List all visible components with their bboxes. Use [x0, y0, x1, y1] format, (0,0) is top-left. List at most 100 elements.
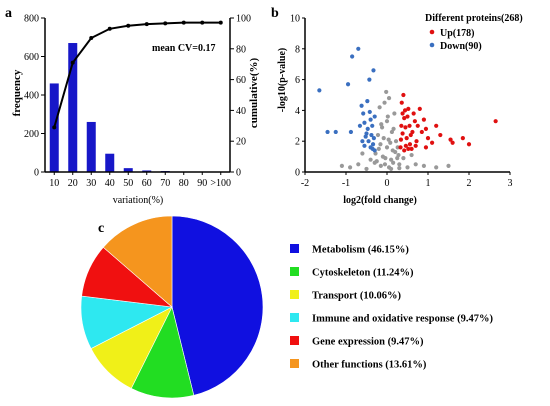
- y-tick-label: 0: [34, 168, 39, 179]
- frequency-bar: [105, 153, 115, 172]
- legend-swatch: [290, 313, 299, 322]
- volcano-y-tick-label: 6: [295, 75, 300, 86]
- panel-label-b: b: [271, 6, 279, 21]
- pie-slice: [102, 215, 173, 308]
- cumulative-point: [144, 22, 149, 27]
- mean-cv-annotation: mean CV=0.17: [152, 43, 215, 54]
- unchanged-point: [386, 137, 391, 142]
- pie-slice: [171, 215, 264, 396]
- pie-slices: [80, 215, 264, 399]
- up-point: [408, 132, 413, 138]
- x-axis-label: variation(%): [113, 195, 164, 206]
- up-point: [398, 137, 404, 142]
- legend-swatch: [290, 290, 299, 299]
- up-point: [417, 106, 422, 111]
- volcano-x-tick-label: 3: [508, 178, 513, 189]
- legend-down-label: Down(90): [440, 41, 482, 52]
- volcano-x-tick-label: 0: [385, 178, 390, 189]
- down-point: [368, 117, 373, 122]
- y2-tick-label: 60: [236, 75, 246, 86]
- up-point: [493, 119, 498, 124]
- unchanged-point: [383, 156, 388, 161]
- unchanged-point: [372, 160, 377, 165]
- up-point: [448, 137, 453, 142]
- volcano-x-axis-label: log2(fold change): [343, 195, 417, 206]
- down-point: [365, 126, 370, 131]
- volcano-y-axis-label: -log10(p-value): [277, 48, 288, 112]
- cumulative-point: [70, 60, 75, 65]
- down-point: [370, 123, 375, 128]
- legend-swatch: [290, 267, 299, 276]
- cumulative-point: [126, 23, 131, 28]
- up-point: [438, 132, 443, 138]
- up-point: [400, 131, 405, 136]
- up-point: [407, 142, 413, 147]
- up-point: [411, 111, 416, 116]
- down-point: [363, 134, 368, 139]
- up-point: [410, 129, 415, 135]
- up-point: [406, 106, 411, 111]
- y2-tick-label: 80: [236, 44, 246, 55]
- legend-swatch: [290, 244, 299, 253]
- down-point: [362, 120, 367, 125]
- y2-tick-label: 100: [236, 14, 251, 25]
- legend-swatch: [290, 336, 299, 345]
- down-point: [350, 54, 355, 59]
- unchanged-point: [379, 122, 384, 127]
- unchanged-point: [392, 111, 397, 116]
- up-point: [415, 123, 420, 128]
- down-point: [372, 114, 377, 119]
- unchanged-point: [378, 142, 383, 147]
- unchanged-point: [391, 160, 396, 165]
- volcano-y-ticks: 0 2 4 6 8 10: [290, 14, 305, 179]
- unchanged-point: [384, 145, 390, 150]
- unchanged-point: [368, 157, 373, 162]
- cumulative-y-ticks: 0 20 40 60 80 100: [230, 14, 251, 179]
- legend-label: Immune and oxidative response (9.47%): [312, 314, 493, 325]
- unchanged-point: [360, 151, 365, 156]
- down-point: [367, 109, 372, 115]
- legend-label: Other functions (13.61%): [312, 360, 427, 371]
- cumulative-point: [163, 21, 168, 26]
- x-tick-label: 10: [49, 178, 59, 189]
- down-point: [359, 103, 364, 108]
- pie-slice: [130, 306, 195, 399]
- variation-x-ticks: 10 20 30 40 50 60 70 80 90 >100: [49, 172, 231, 189]
- volcano-x-tick-label: 1: [426, 178, 431, 189]
- unchanged-point: [377, 105, 382, 110]
- unchanged-point: [397, 162, 402, 167]
- up-point: [423, 145, 429, 150]
- cumulative-point: [181, 20, 186, 25]
- y2-tick-label: 0: [236, 168, 241, 179]
- up-point: [419, 129, 424, 135]
- unchanged-point: [385, 114, 390, 119]
- up-point: [423, 126, 429, 131]
- unchanged-point: [397, 166, 402, 171]
- frequency-bar: [86, 121, 96, 172]
- unchanged-point: [389, 157, 394, 162]
- volcano-legend: Different proteins(268) Up(178) Down(90): [425, 13, 523, 52]
- up-point: [403, 125, 408, 130]
- frequency-y-ticks: 0 200 400 600 800: [24, 14, 45, 179]
- volcano-y-tick-label: 0: [295, 168, 300, 179]
- x-tick-label: 90: [197, 178, 207, 189]
- volcano-y-tick-label: 10: [290, 14, 300, 25]
- unchanged-point: [393, 139, 399, 144]
- volcano-y-tick-label: 2: [295, 137, 300, 148]
- unchanged-point: [446, 163, 451, 168]
- unchanged-point: [378, 163, 383, 168]
- down-point: [360, 139, 365, 144]
- unchanged-point: [375, 132, 381, 138]
- legend-up-marker: [429, 29, 435, 35]
- pie-legend: Metabolism (46.15%) Cytoskeleton (11.24%)…: [290, 244, 493, 371]
- cumulative-point: [218, 20, 223, 25]
- up-point: [399, 123, 404, 128]
- down-point: [370, 142, 376, 147]
- frequency-bar: [123, 168, 133, 172]
- legend-title: Different proteins(268): [425, 13, 523, 24]
- volcano-points: [317, 46, 498, 172]
- x-tick-label: 70: [160, 178, 170, 189]
- up-point: [414, 139, 419, 144]
- unchanged-point: [396, 152, 401, 158]
- down-point: [366, 139, 371, 144]
